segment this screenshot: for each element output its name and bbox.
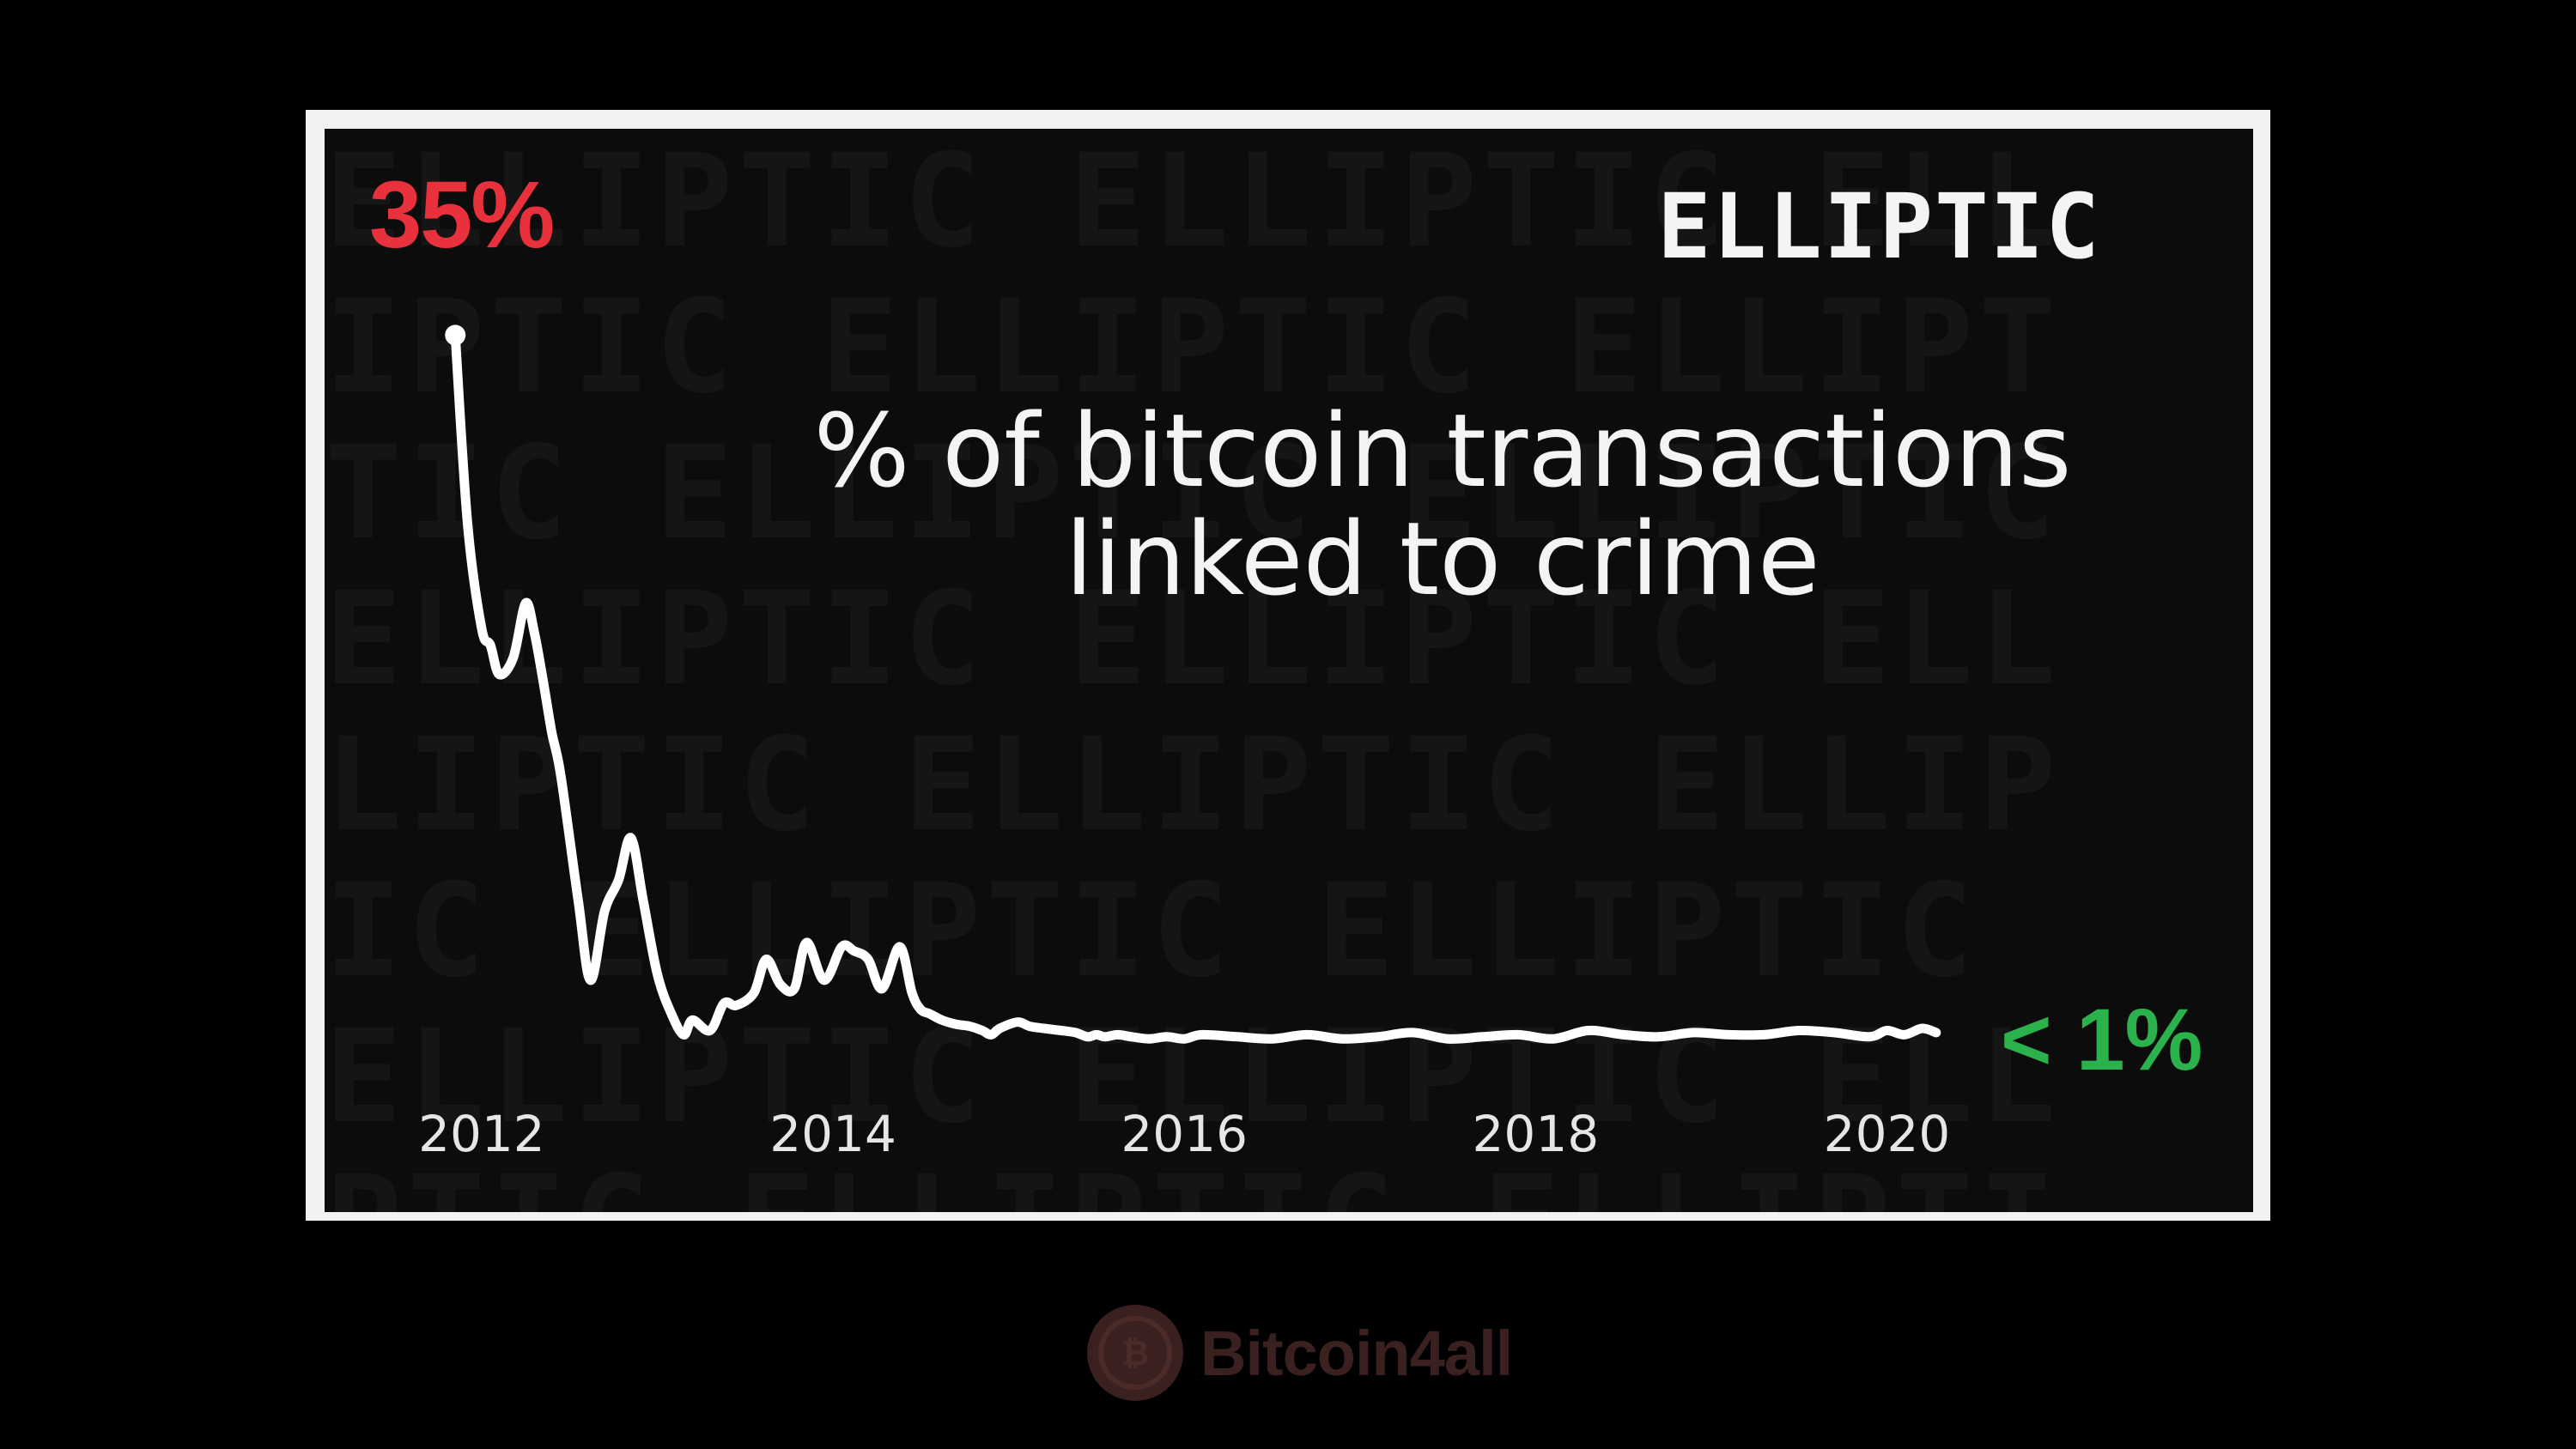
chart-title-line-1: % of bitcoin transactions xyxy=(813,391,2072,510)
x-tick-label-2016: 2016 xyxy=(1121,1105,1248,1163)
x-tick-label-2020: 2020 xyxy=(1823,1105,1951,1163)
bitcoin4all-logo-icon: ₿ xyxy=(1087,1305,1183,1401)
x-tick-label-2012: 2012 xyxy=(418,1105,545,1163)
chart-panel: ELLIPTIC ELLIPTIC ELL IPTIC ELLIPTIC ELL… xyxy=(325,129,2253,1212)
series-line xyxy=(450,330,1941,1044)
x-tick-label-2018: 2018 xyxy=(1472,1105,1600,1163)
chart-title-line-2: linked to crime xyxy=(1065,500,1820,618)
x-tick-label-2014: 2014 xyxy=(769,1105,896,1163)
elliptic-brand-logo: ELLIPTIC xyxy=(1657,174,2101,279)
svg-text:₿: ₿ xyxy=(1121,1335,1150,1373)
chart-title: % of bitcoin transactions linked to crim… xyxy=(756,397,2129,613)
start-point-marker xyxy=(445,324,466,346)
end-value-label: < 1% xyxy=(2001,991,2203,1088)
background-text-pattern: ELLIPTIC ELLIPTIC ELL IPTIC ELLIPTIC ELL… xyxy=(325,129,2062,1212)
watermark: ₿ Bitcoin4all xyxy=(1085,1303,1513,1403)
watermark-text: Bitcoin4all xyxy=(1200,1317,1513,1389)
start-value-label: 35% xyxy=(369,162,555,268)
